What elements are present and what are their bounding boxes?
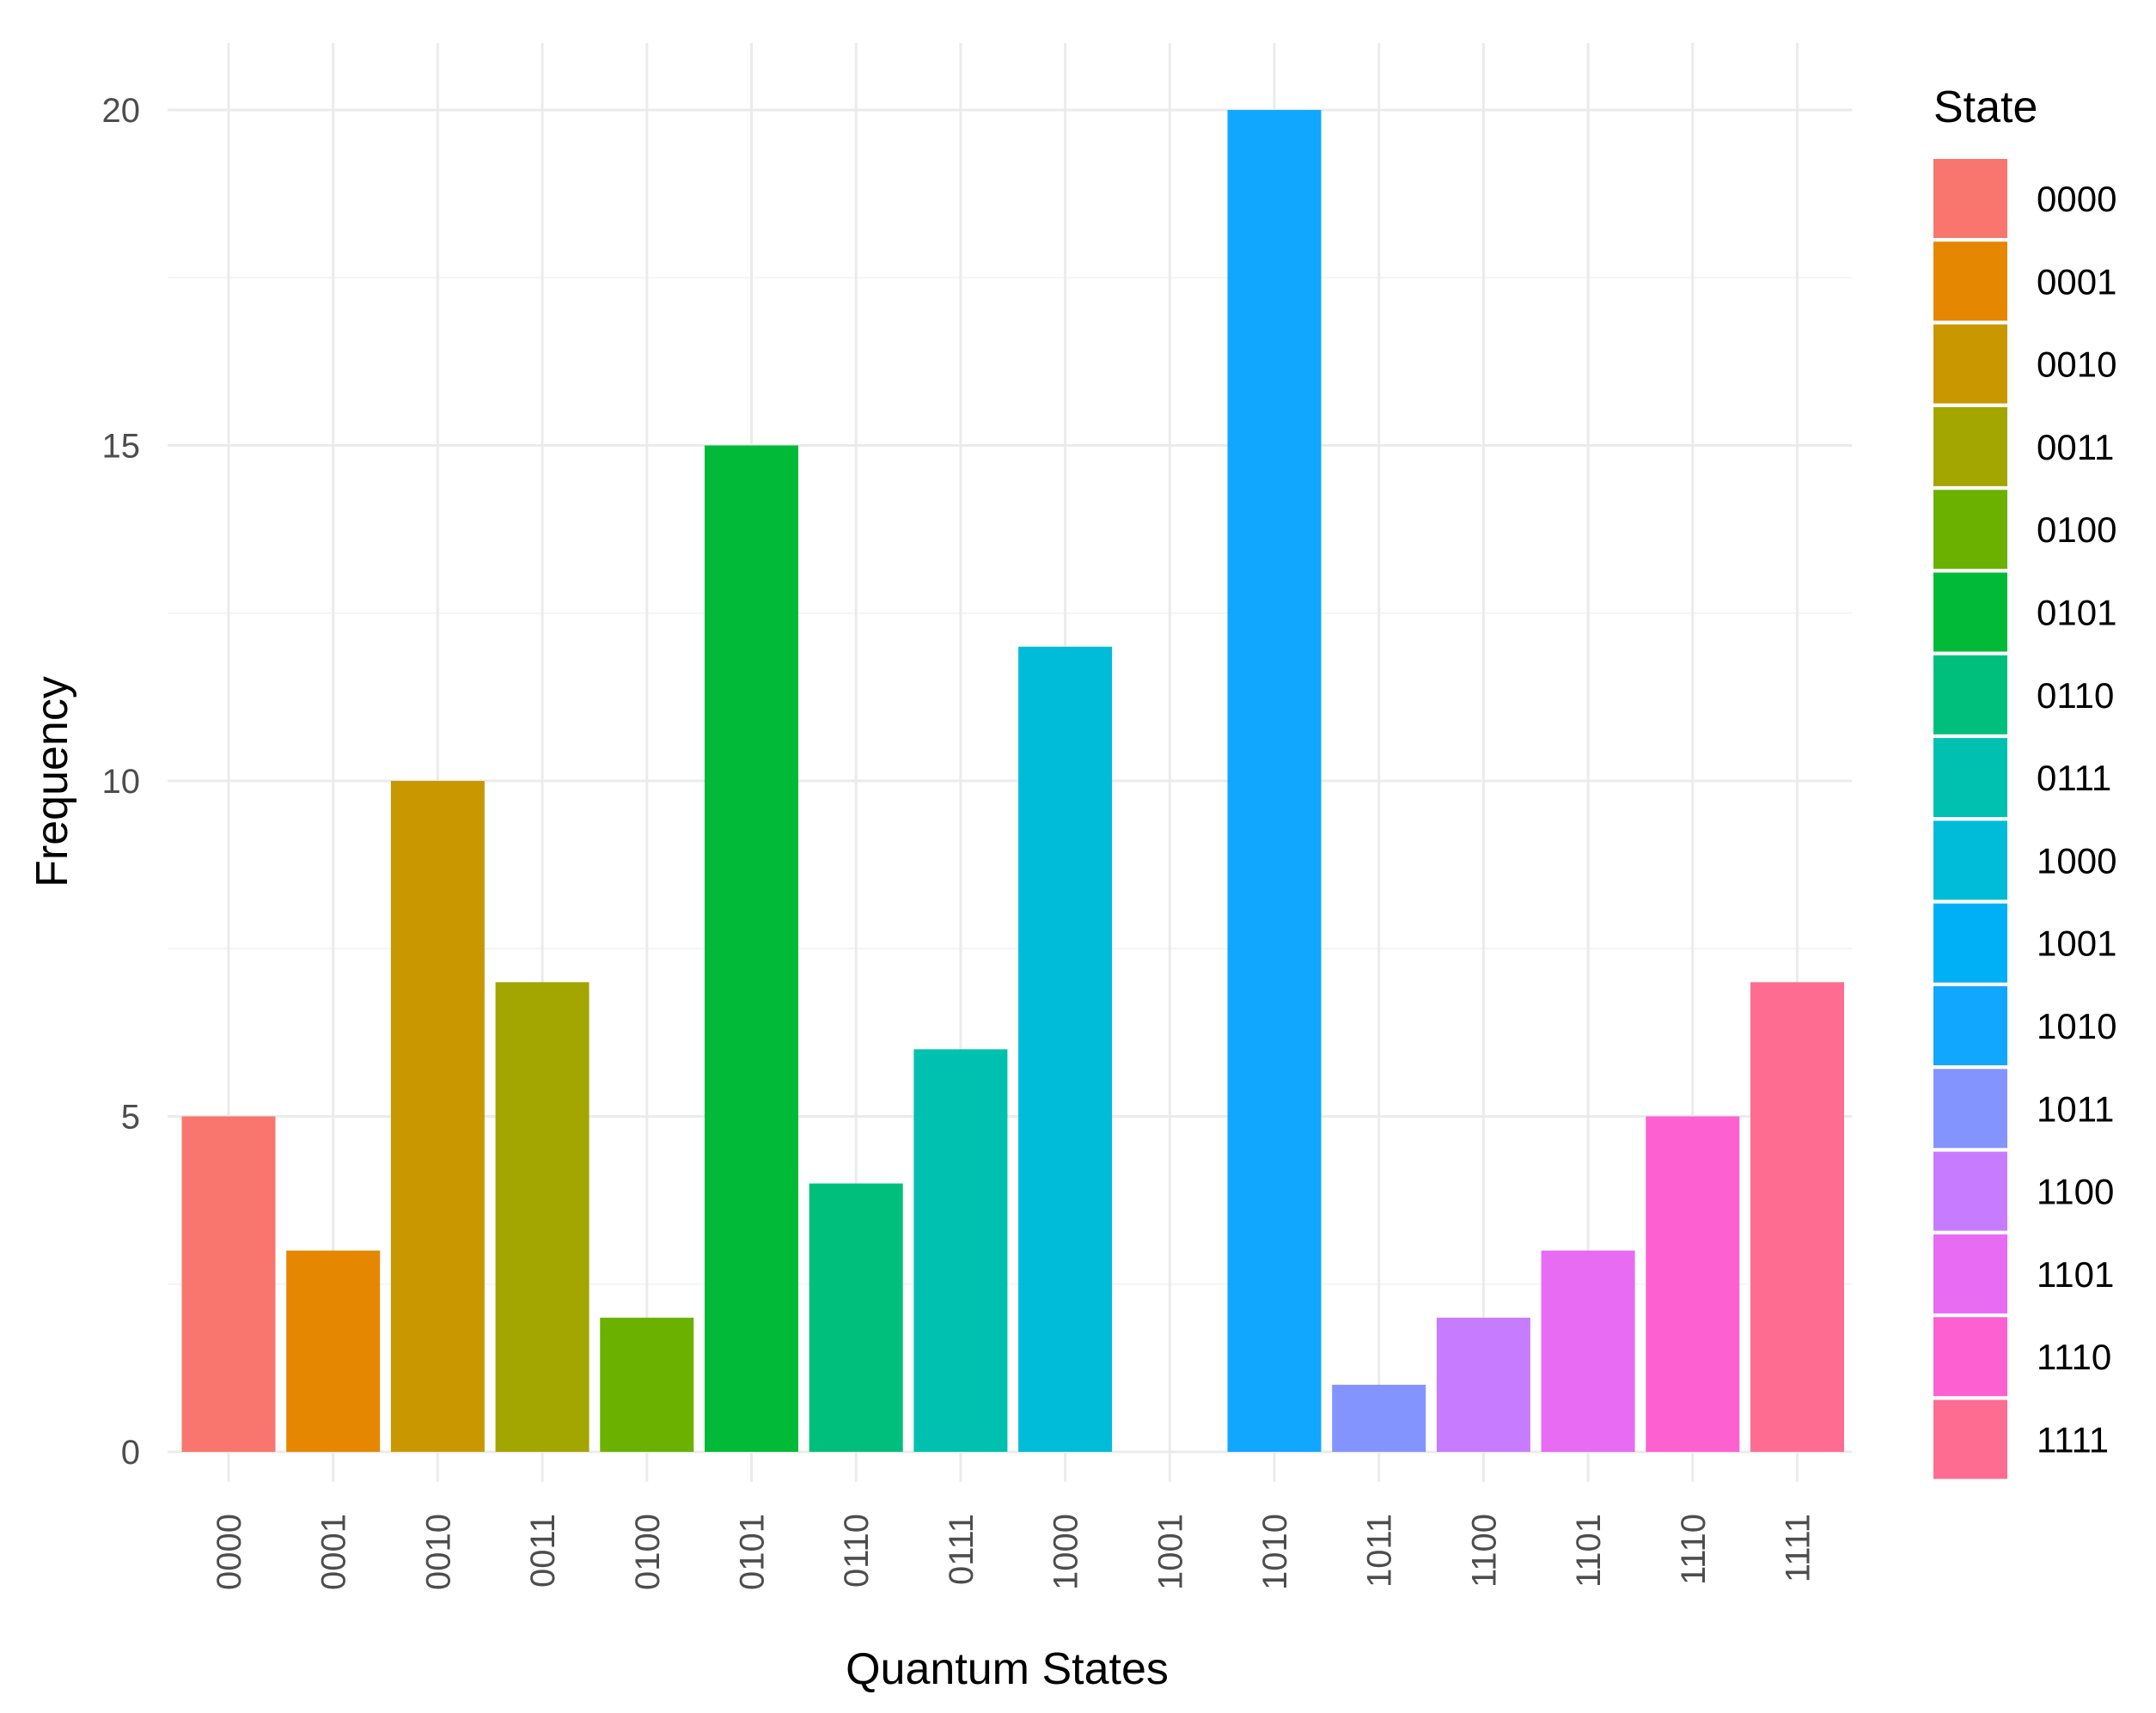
x-tick-label: 1100 bbox=[1465, 1514, 1503, 1588]
bar-1111 bbox=[1750, 982, 1844, 1452]
legend-item: 0001 bbox=[1933, 241, 2116, 321]
legend-label: 0100 bbox=[2037, 509, 2116, 550]
y-tick-label: 5 bbox=[121, 1099, 140, 1137]
legend-item: 1101 bbox=[1933, 1234, 2114, 1314]
bar-0101 bbox=[705, 445, 798, 1452]
bar-1011 bbox=[1332, 1384, 1426, 1452]
legend-item: 1110 bbox=[1933, 1317, 2111, 1397]
y-tick-label: 10 bbox=[102, 763, 141, 801]
legend-label: 0011 bbox=[2037, 427, 2114, 467]
legend-key bbox=[1933, 1234, 2007, 1314]
legend-item: 1010 bbox=[1933, 986, 2116, 1065]
x-tick-label: 1110 bbox=[1675, 1514, 1713, 1585]
legend-item: 1100 bbox=[1933, 1151, 2114, 1231]
x-tick-label: 0101 bbox=[734, 1514, 772, 1590]
bar-1110 bbox=[1646, 1116, 1740, 1452]
x-tick-label: 1101 bbox=[1570, 1514, 1608, 1588]
x-tick-label: 1010 bbox=[1256, 1514, 1294, 1590]
x-tick-label: 1011 bbox=[1361, 1514, 1399, 1588]
bars bbox=[181, 110, 1844, 1452]
bar-0010 bbox=[390, 781, 485, 1452]
x-tick-label: 1111 bbox=[1780, 1514, 1817, 1582]
x-tick-label: 0111 bbox=[943, 1514, 980, 1585]
legend-item: 0110 bbox=[1933, 655, 2114, 735]
legend-item: 1011 bbox=[1933, 1069, 2114, 1149]
x-tick-label: 0110 bbox=[838, 1514, 876, 1588]
legend-key bbox=[1933, 406, 2007, 486]
bar-0000 bbox=[181, 1116, 276, 1452]
legend-key bbox=[1933, 159, 2007, 238]
legend-item: 0011 bbox=[1933, 406, 2114, 486]
x-tick-label: 0011 bbox=[524, 1514, 562, 1588]
legend-key bbox=[1933, 1069, 2007, 1149]
y-tick-label: 20 bbox=[102, 92, 141, 130]
x-axis-title: Quantum States bbox=[846, 1644, 1169, 1694]
legend-key bbox=[1933, 655, 2007, 735]
legend-label: 0000 bbox=[2037, 179, 2116, 219]
bar-0100 bbox=[600, 1317, 694, 1452]
legend-key bbox=[1933, 738, 2007, 818]
legend-label: 0010 bbox=[2037, 344, 2116, 385]
legend-title: State bbox=[1933, 82, 2037, 132]
x-tick-label: 0000 bbox=[211, 1514, 248, 1590]
legend-item: 0111 bbox=[1933, 738, 2111, 818]
legend: 0000 0001 0010 0011 0100 0101 0110 0111 1000 1001… bbox=[1933, 159, 2116, 1479]
legend-key bbox=[1933, 324, 2007, 404]
bar-1010 bbox=[1227, 110, 1322, 1452]
legend-label: 0110 bbox=[2037, 675, 2114, 716]
legend-label: 1001 bbox=[2037, 924, 2116, 964]
legend-label: 1000 bbox=[2037, 840, 2116, 881]
legend-key bbox=[1933, 903, 2007, 983]
legend-key bbox=[1933, 986, 2007, 1065]
legend-item: 0010 bbox=[1933, 324, 2116, 404]
legend-item: 1111 bbox=[1933, 1399, 2109, 1479]
legend-item: 0000 bbox=[1933, 159, 2116, 238]
legend-item: 1001 bbox=[1933, 903, 2116, 983]
legend-label: 0101 bbox=[2037, 593, 2116, 633]
legend-key bbox=[1933, 1399, 2007, 1479]
bar-0110 bbox=[809, 1183, 903, 1452]
y-axis-ticks: 0 5 10 15 20 bbox=[102, 92, 141, 1472]
legend-label: 1101 bbox=[2037, 1254, 2114, 1295]
legend-label: 0001 bbox=[2037, 261, 2116, 302]
legend-key bbox=[1933, 1151, 2007, 1231]
bar-0111 bbox=[913, 1049, 1008, 1452]
legend-label: 0111 bbox=[2037, 758, 2111, 798]
y-tick-label: 15 bbox=[102, 428, 141, 466]
bar-1101 bbox=[1541, 1250, 1635, 1452]
legend-key bbox=[1933, 1317, 2007, 1397]
bar-0011 bbox=[495, 982, 589, 1452]
legend-label: 1111 bbox=[2037, 1420, 2109, 1460]
x-tick-label: 1000 bbox=[1047, 1514, 1085, 1590]
legend-label: 1100 bbox=[2037, 1172, 2114, 1212]
x-tick-label: 0100 bbox=[629, 1514, 667, 1590]
legend-label: 1010 bbox=[2037, 1006, 2116, 1046]
x-axis-ticks: 0000 0001 0010 0011 0100 0101 0110 0111 1000 1001… bbox=[211, 1514, 1817, 1590]
legend-label: 1011 bbox=[2037, 1088, 2114, 1129]
x-tick-label: 0010 bbox=[419, 1514, 457, 1590]
legend-item: 1000 bbox=[1933, 820, 2116, 900]
y-axis-title: Frequency bbox=[27, 676, 77, 887]
bar-1000 bbox=[1018, 646, 1113, 1452]
legend-key bbox=[1933, 820, 2007, 900]
x-tick-label: 0001 bbox=[315, 1514, 353, 1590]
y-tick-label: 0 bbox=[121, 1434, 140, 1472]
bar-1100 bbox=[1436, 1317, 1530, 1452]
legend-item: 0101 bbox=[1933, 572, 2116, 652]
legend-label: 1110 bbox=[2037, 1337, 2111, 1377]
legend-key bbox=[1933, 241, 2007, 321]
x-tick-label: 1001 bbox=[1151, 1514, 1189, 1590]
legend-key bbox=[1933, 490, 2007, 570]
legend-key bbox=[1933, 572, 2007, 652]
legend-item: 0100 bbox=[1933, 490, 2116, 570]
bar-0001 bbox=[286, 1250, 381, 1452]
